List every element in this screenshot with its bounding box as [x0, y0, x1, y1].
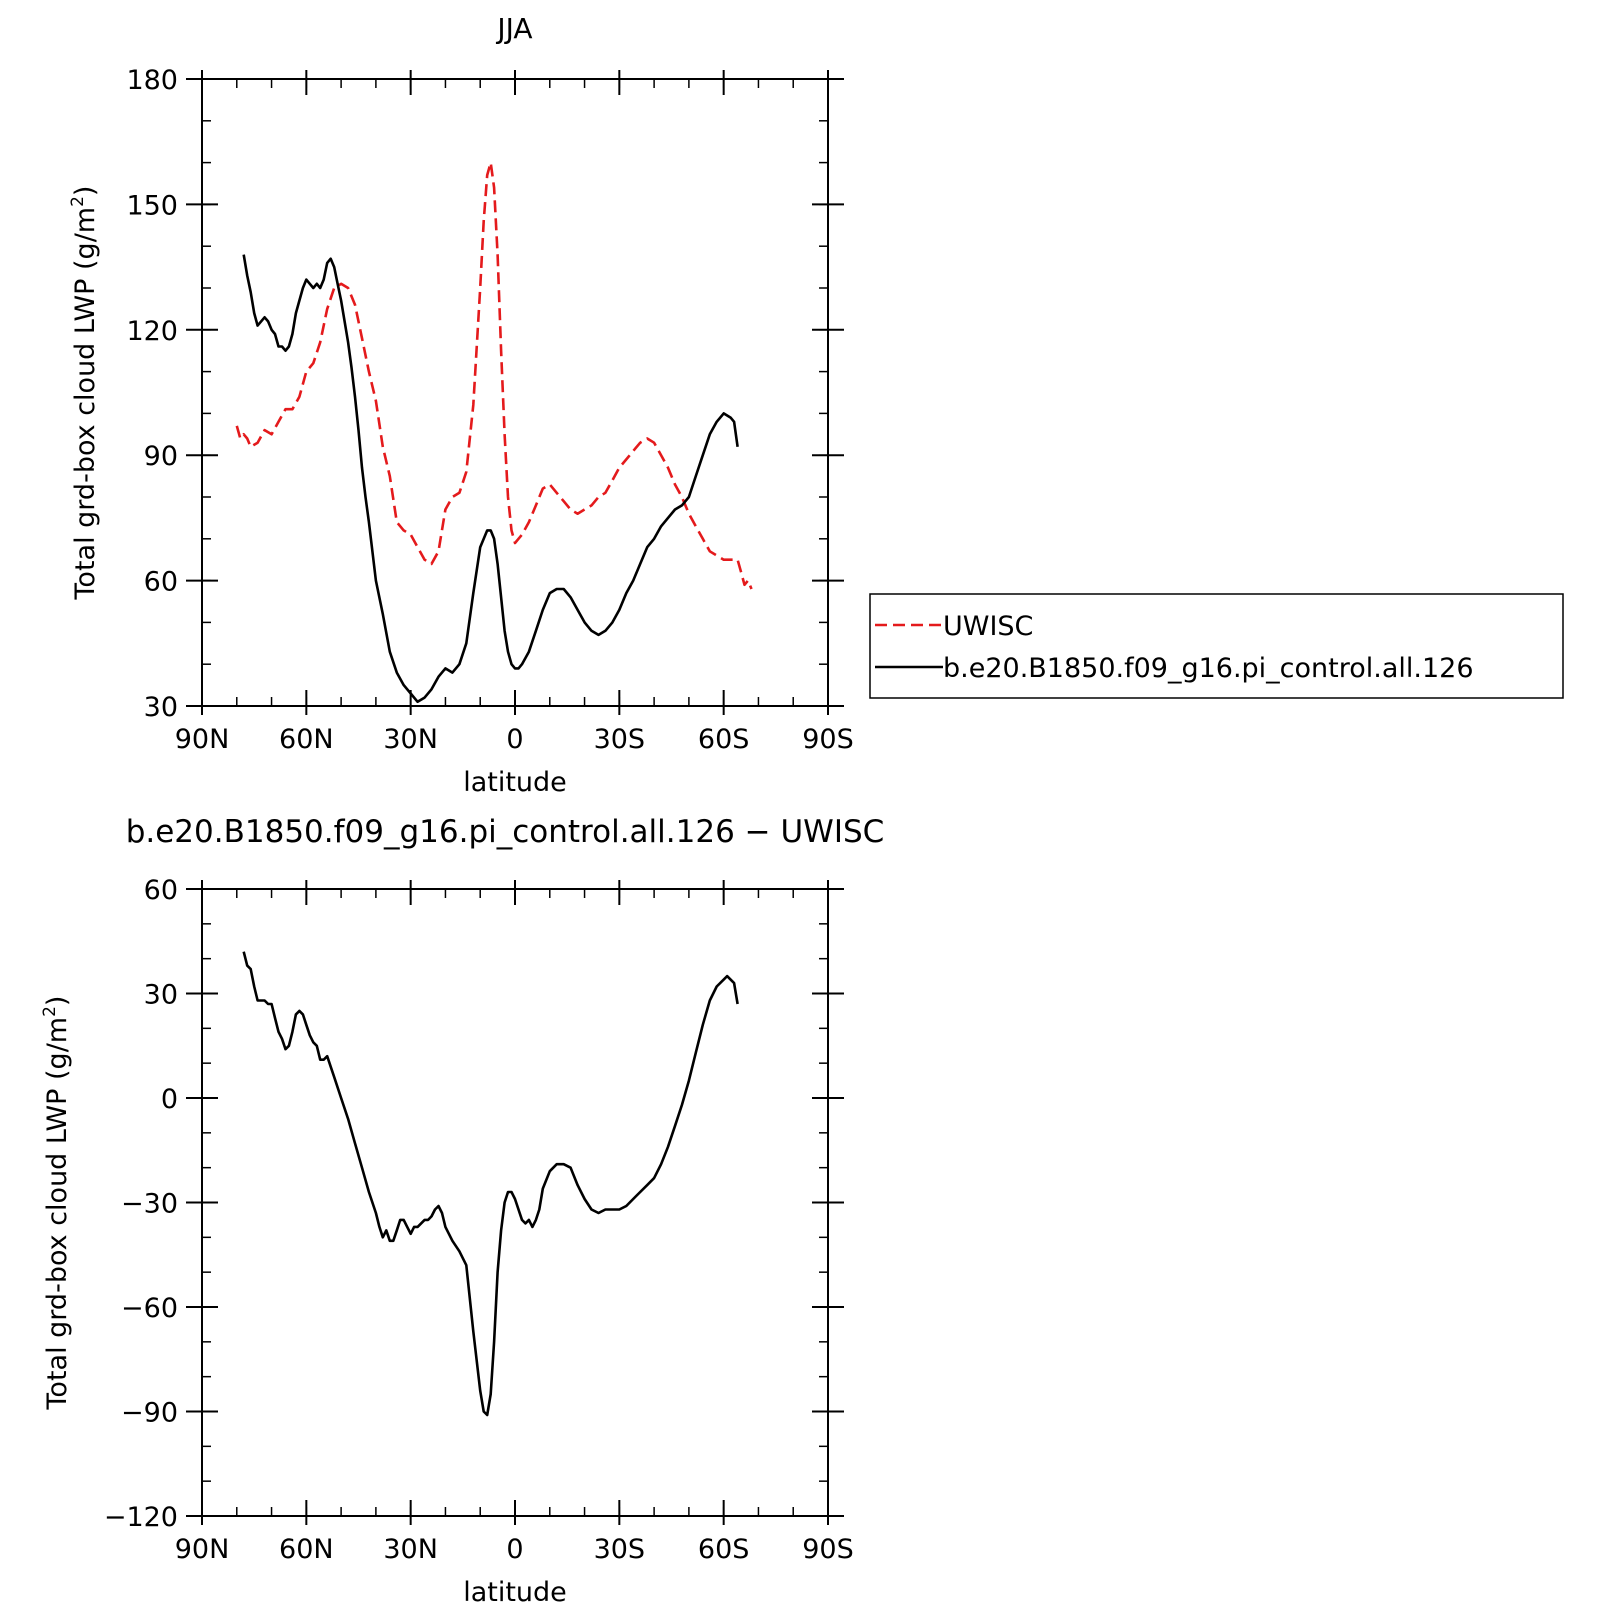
y-tick-label: 60	[144, 875, 178, 906]
y-tick-label: −30	[121, 1189, 178, 1220]
x-tick-label: 60N	[279, 1534, 334, 1565]
y-tick-label: −60	[121, 1293, 178, 1324]
y-tick-label: 180	[126, 65, 178, 96]
x-tick-label: 90S	[802, 724, 854, 755]
y-tick-label: 30	[144, 980, 178, 1011]
x-tick-label: 60N	[279, 724, 334, 755]
x-axis-label: latitude	[463, 1577, 567, 1608]
legend-label-uwisc: UWISC	[943, 611, 1033, 642]
x-tick-label: 0	[506, 1534, 523, 1565]
x-tick-label: 30S	[594, 724, 646, 755]
legend-label-model: b.e20.B1850.f09_g16.pi_control.all.126	[943, 653, 1474, 684]
x-tick-label: 30N	[383, 1534, 438, 1565]
series-line-model	[242, 254, 739, 704]
legend: UWISC b.e20.B1850.f09_g16.pi_control.all.…	[869, 593, 1564, 699]
y-axis-label: Total grd-box cloud LWP (g/m2)	[68, 186, 101, 601]
y-tick-label: 60	[144, 567, 178, 598]
y-tick-label: −90	[121, 1398, 178, 1429]
lwp-difference-panel: 90N 60N 30N 0 30S 60S 90S −120 −90 −60 −30 0 30 60 b.e…	[40, 814, 884, 1608]
x-tick-label: 0	[506, 724, 523, 755]
lwp-jja-panel: 90N 60N 30N 0 30S 60S 90S 30 60 90 120 150 180 JJA lat…	[68, 12, 854, 798]
chart-title: JJA	[495, 12, 532, 45]
chart-title: b.e20.B1850.f09_g16.pi_control.all.126 −…	[126, 814, 885, 850]
y-tick-label: 0	[161, 1084, 178, 1115]
plot-frame	[201, 78, 829, 707]
y-tick-label: −120	[104, 1502, 178, 1533]
x-tick-label: 30N	[383, 724, 438, 755]
x-axis-label: latitude	[463, 767, 567, 798]
x-tick-label: 60S	[698, 1534, 750, 1565]
y-tick-label: 150	[126, 190, 178, 221]
y-tick-label: 120	[126, 316, 178, 347]
x-tick-label: 90S	[802, 1534, 854, 1565]
x-tick-label: 30S	[594, 1534, 646, 1565]
series-line-uwisc	[235, 161, 753, 590]
legend-box	[869, 593, 1564, 699]
x-tick-label: 90N	[175, 724, 230, 755]
x-tick-label: 90N	[175, 1534, 230, 1565]
series-line-difference	[242, 951, 739, 1417]
x-tick-label: 60S	[698, 724, 750, 755]
y-tick-label: 30	[144, 692, 178, 723]
y-tick-label: 90	[144, 441, 178, 472]
y-axis-label: Total grd-box cloud LWP (g/m2)	[40, 996, 73, 1411]
